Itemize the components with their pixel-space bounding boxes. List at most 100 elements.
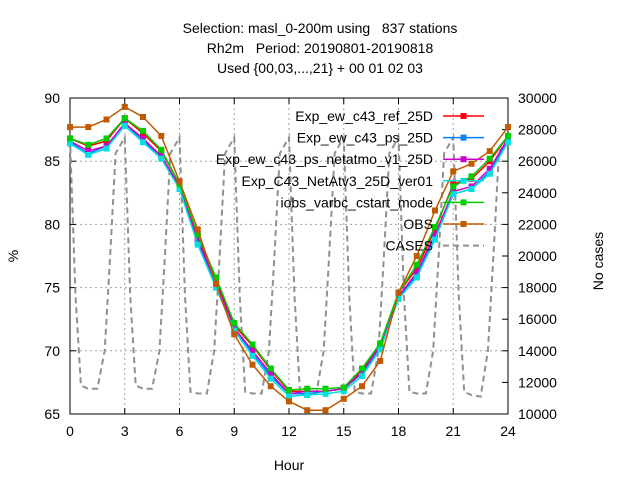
data-point	[231, 331, 238, 338]
legend-label: Exp_ew_c43_ps_25D	[297, 130, 433, 146]
data-point	[194, 236, 201, 243]
series-obs	[67, 103, 511, 414]
x-tick-label: 15	[336, 423, 352, 439]
legend-label: CASES	[386, 238, 433, 254]
legend-label: Exp_C43_NetAtv3_25D_ver01	[242, 173, 434, 189]
x-axis-label: Hour	[274, 457, 305, 473]
data-point	[486, 165, 493, 172]
series-line	[69, 133, 509, 398]
y2-tick-label: 14000	[518, 343, 557, 359]
data-point	[67, 140, 73, 147]
legend-entry-exp-ew-c43-ref-25d: Exp_ew_c43_ref_25D	[295, 108, 484, 124]
data-point	[304, 385, 311, 392]
x-tick-label: 9	[230, 423, 238, 439]
x-tick-label: 6	[176, 423, 184, 439]
legend-swatch-marker	[460, 156, 467, 163]
legend-label: Exp_ew_c43_ref_25D	[295, 108, 433, 124]
data-point	[194, 226, 201, 233]
y2-tick-label: 10000	[518, 406, 557, 422]
data-point	[121, 103, 128, 110]
data-point	[377, 346, 384, 353]
y2-tick-label: 16000	[518, 311, 557, 327]
data-point	[304, 407, 311, 414]
data-point	[340, 395, 347, 402]
legend-swatch-marker	[460, 221, 467, 227]
data-point	[267, 365, 274, 372]
series-cases	[69, 133, 509, 398]
data-point	[486, 148, 493, 155]
data-point	[85, 141, 92, 148]
data-point	[468, 186, 475, 193]
data-point	[340, 388, 347, 395]
legend-label: Exp_ew_c43_ps_netatmo_v1_25D	[216, 151, 433, 167]
data-point	[213, 274, 219, 281]
legend: Exp_ew_c43_ref_25D Exp_ew_c43_ps_25D Exp_e…	[216, 108, 484, 254]
data-point	[359, 373, 365, 380]
data-point	[67, 124, 73, 131]
data-point	[158, 155, 165, 162]
data-point	[231, 319, 238, 326]
x-tick-label: 3	[121, 423, 129, 439]
data-point	[359, 365, 365, 372]
legend-entry-iobs-varbc-cstart-mode: iobs_varbc_cstart_mode	[280, 194, 484, 210]
y-tick-label: 80	[44, 216, 60, 232]
y-tick-label: 75	[44, 280, 60, 296]
data-point	[140, 127, 146, 134]
data-point	[194, 241, 201, 248]
x-tick-label: 24	[500, 423, 516, 439]
legend-entry-obs: OBS	[403, 216, 484, 232]
data-point	[85, 148, 92, 155]
data-point	[486, 155, 493, 162]
data-point	[85, 124, 92, 131]
data-point	[267, 383, 274, 390]
data-point	[286, 386, 292, 393]
y2-tick-label: 30000	[518, 90, 557, 106]
data-point	[432, 236, 438, 243]
legend-label: OBS	[403, 216, 433, 232]
series-layer	[67, 103, 511, 414]
y-tick-label: 90	[44, 90, 60, 106]
legend-swatch-marker	[460, 113, 467, 119]
data-point	[340, 384, 347, 391]
data-point	[432, 207, 438, 214]
data-point	[486, 170, 493, 177]
data-point	[103, 135, 110, 142]
data-point	[249, 361, 256, 368]
data-point	[67, 135, 73, 142]
y2-tick-label: 28000	[518, 122, 557, 138]
x-tick-label: 0	[66, 423, 74, 439]
legend-entry-cases: CASES	[386, 238, 484, 254]
data-point	[413, 265, 420, 272]
x-tick-label: 18	[391, 423, 407, 439]
data-point	[176, 186, 183, 193]
data-point	[286, 398, 292, 405]
legend-swatch-marker	[460, 177, 467, 184]
data-point	[359, 369, 365, 376]
data-point	[140, 139, 146, 146]
legend-entry-exp-ew-c43-ps-netatmo-v1-25d: Exp_ew_c43_ps_netatmo_v1_25D	[216, 151, 484, 167]
chart-title-line-2: Rh2m Period: 20190801-20190818	[206, 40, 434, 56]
data-point	[158, 146, 165, 153]
y2-tick-label: 12000	[518, 374, 557, 390]
data-point	[505, 139, 511, 146]
data-point	[468, 160, 475, 167]
data-point	[176, 178, 183, 185]
data-point	[395, 289, 402, 296]
x-tick-label: 12	[281, 423, 297, 439]
data-point	[103, 145, 110, 152]
legend-swatch-marker	[460, 199, 467, 206]
data-point	[432, 223, 438, 230]
data-point	[377, 357, 384, 364]
y-tick-label: 85	[44, 153, 60, 169]
legend-entry-exp-c43-netatv3-25d-ver01: Exp_C43_NetAtv3_25D_ver01	[242, 173, 484, 189]
data-point	[395, 295, 402, 302]
y-tick-label: 65	[44, 406, 60, 422]
data-point	[267, 375, 274, 382]
y2-tick-label: 22000	[518, 216, 557, 232]
data-point	[121, 115, 128, 122]
y2-tick-label: 24000	[518, 185, 557, 201]
data-point	[413, 274, 420, 281]
data-point	[249, 347, 256, 354]
y2-tick-label: 26000	[518, 153, 557, 169]
